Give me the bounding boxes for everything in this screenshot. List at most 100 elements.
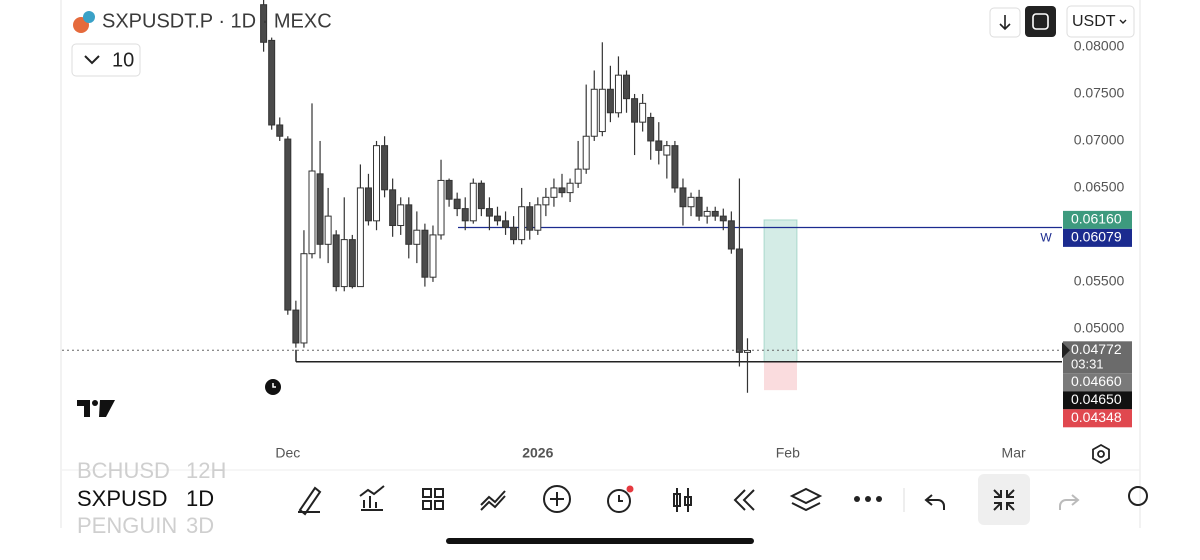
candle-body — [429, 234, 437, 278]
candle-body — [493, 215, 501, 222]
layers-tool[interactable] — [789, 487, 823, 512]
logo-part — [92, 400, 98, 406]
home-indicator — [446, 538, 754, 544]
draw-tool[interactable] — [298, 486, 322, 516]
candle-body — [485, 208, 493, 217]
more-tool[interactable] — [1128, 486, 1148, 506]
price-label-bg — [1063, 210, 1132, 229]
candle-body — [518, 206, 526, 241]
y-tick-label: 0.07500 — [1074, 85, 1125, 101]
candle-body — [469, 182, 477, 222]
dot — [876, 496, 882, 502]
icon — [1032, 13, 1049, 30]
candle-body — [405, 204, 413, 245]
y-tick-label: 0.06500 — [1074, 179, 1125, 195]
price-label-bg — [1063, 409, 1132, 428]
candle-body — [727, 220, 735, 250]
candle-body — [735, 248, 743, 353]
stop-zone — [764, 361, 797, 391]
add-tool[interactable] — [543, 485, 571, 513]
price-label-bg — [1063, 228, 1132, 247]
active-tool-bg — [978, 474, 1030, 525]
watch-interval: 3D — [186, 513, 214, 538]
watch-symbol[interactable]: PENGUIN — [77, 513, 177, 538]
alert-hand — [618, 495, 623, 502]
download-button[interactable] — [989, 7, 1021, 38]
y-tick-label: 0.05500 — [1074, 273, 1125, 289]
price-label: 0.06160 — [1071, 211, 1122, 227]
symbol-title: SXPUSDT.P · 1D · MEXC — [102, 10, 332, 32]
level-label: W — [1040, 231, 1052, 245]
price-label: 0.04660 — [1071, 373, 1122, 389]
candle-body — [421, 229, 429, 278]
indicators-tool[interactable] — [359, 485, 385, 511]
exit-fullscreen[interactable] — [993, 489, 1015, 511]
candle-body — [606, 88, 614, 114]
layout-tool[interactable] — [422, 488, 444, 510]
candle-body — [582, 135, 590, 170]
y-tick-label: 0.07000 — [1074, 132, 1125, 148]
candle-body — [348, 239, 356, 288]
candle-body — [332, 234, 340, 288]
candle-body — [526, 206, 534, 231]
settings-button[interactable] — [1092, 443, 1110, 465]
countdown: 03:31 — [1071, 357, 1104, 372]
candle-body — [614, 74, 622, 114]
candle-body — [655, 140, 663, 151]
candle-body — [300, 253, 308, 344]
candle-body — [316, 173, 324, 245]
x-tick-label: Dec — [275, 445, 300, 461]
candle-body — [381, 145, 389, 191]
watch-symbol[interactable]: BCHUSD — [77, 458, 170, 483]
redo-button[interactable] — [1059, 494, 1080, 510]
candle-body — [590, 88, 598, 137]
candle-body — [477, 182, 485, 210]
candle-body — [695, 196, 703, 217]
button-box — [1066, 5, 1135, 38]
candle-body — [276, 124, 284, 137]
candle-body — [364, 187, 372, 222]
symbol-header[interactable]: SXPUSDT.P · 1D · MEXC — [73, 10, 332, 33]
replay-tool[interactable] — [733, 489, 755, 511]
icon — [1092, 443, 1110, 465]
price-label: 0.06079 — [1071, 229, 1122, 245]
dropdown-box — [71, 43, 141, 77]
candle-body — [284, 138, 292, 311]
toolbar — [298, 485, 1148, 516]
candle-body — [574, 168, 582, 184]
logo-part — [77, 400, 90, 417]
candle-body — [389, 189, 397, 227]
alert-tool[interactable] — [607, 489, 631, 513]
candle-body — [324, 215, 332, 245]
more-button[interactable] — [854, 496, 882, 502]
currency-dropdown[interactable]: USDT — [1066, 5, 1135, 38]
fullscreen-button[interactable] — [1025, 6, 1056, 37]
plot-area — [260, 0, 1062, 393]
candle-body — [397, 204, 405, 227]
undo-button[interactable] — [924, 494, 945, 510]
candle-body — [679, 187, 687, 208]
add-tool-plus — [550, 492, 564, 506]
compare-tool[interactable] — [480, 490, 506, 511]
y-tick-label: 0.08000 — [1074, 38, 1125, 54]
candle-body — [260, 4, 268, 43]
alarm-hand — [272, 383, 276, 388]
currency: USDT — [1072, 13, 1116, 30]
alarm-marker[interactable] — [265, 379, 281, 395]
candle-body — [308, 170, 316, 255]
interval-dropdown[interactable]: 10 — [71, 43, 141, 77]
candle-body — [356, 187, 364, 288]
candle-tool[interactable] — [673, 488, 692, 512]
price-label-bg — [1063, 391, 1132, 410]
candle-body — [663, 145, 671, 156]
price-label-bg — [1063, 373, 1132, 392]
icon — [1097, 450, 1105, 458]
watch-symbol[interactable]: SXPUSD — [77, 486, 167, 511]
price-label-bg — [1063, 341, 1132, 374]
candle-body — [687, 196, 695, 208]
candle-body — [639, 102, 647, 123]
watchlist: BCHUSD 12H SXPUSD 1D PENGUIN 3D — [77, 458, 226, 538]
candle-body — [268, 39, 276, 126]
interval-count: 10 — [112, 49, 134, 71]
